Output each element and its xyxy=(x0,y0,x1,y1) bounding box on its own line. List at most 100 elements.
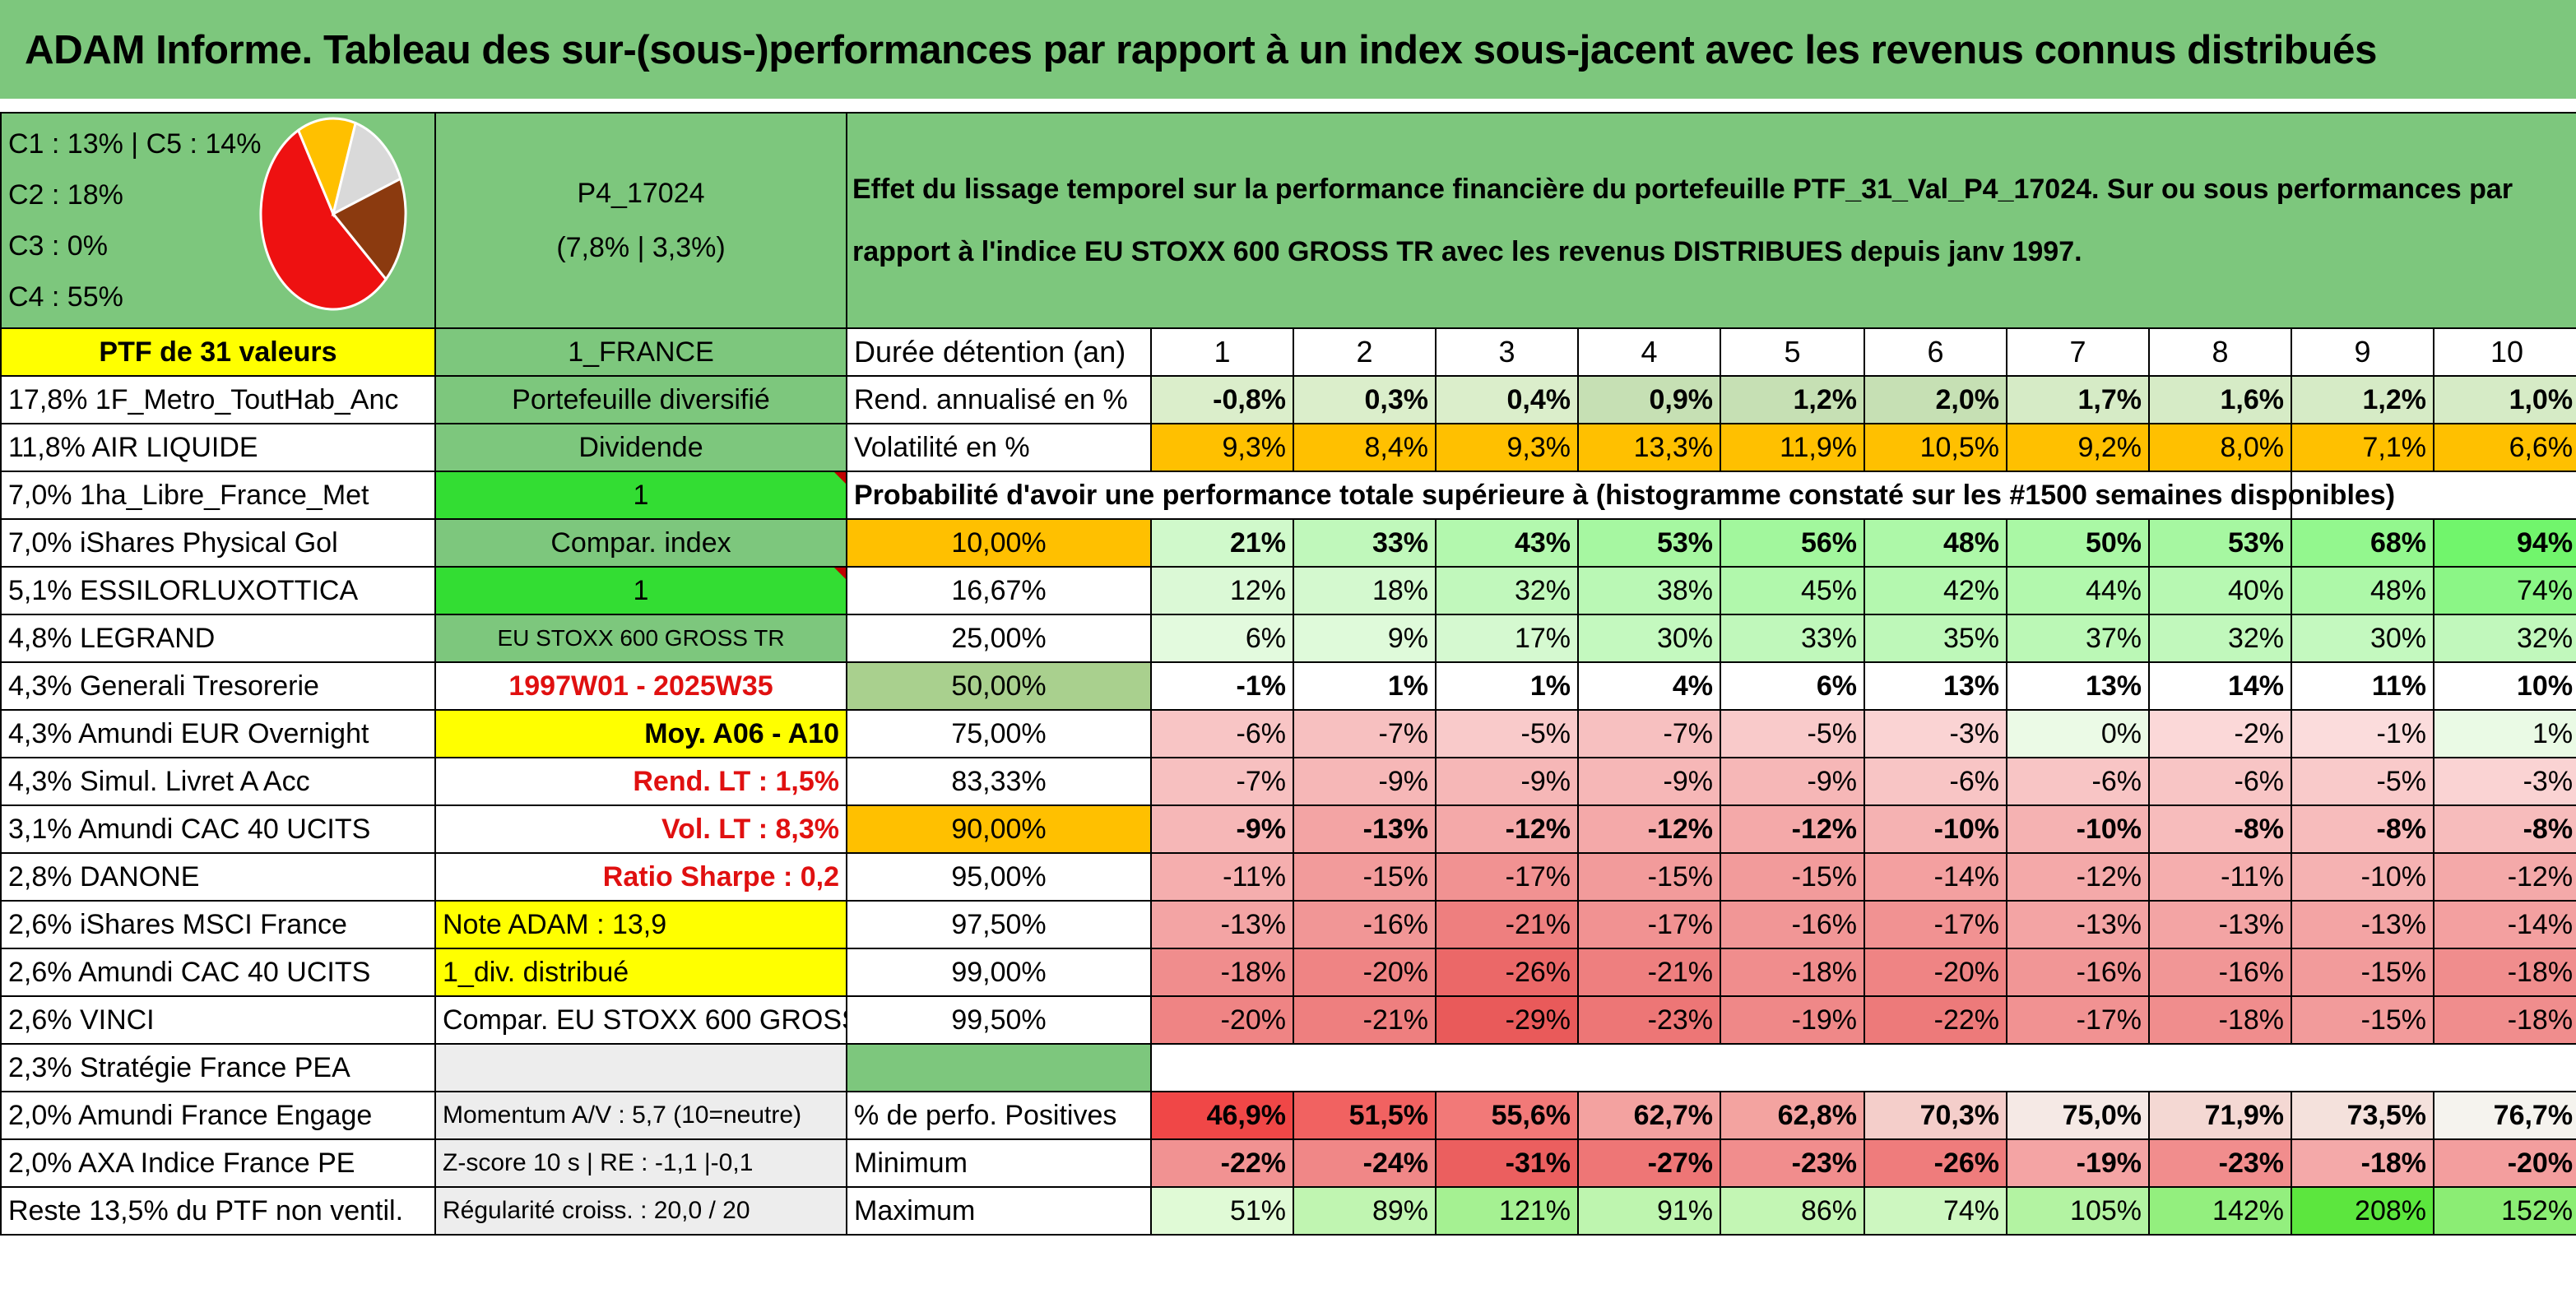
blank-cell xyxy=(2434,471,2576,520)
quantile-label: 50,00% xyxy=(846,661,1152,711)
minimum-value: -27% xyxy=(1577,1138,1721,1188)
long-term-vol: Vol. LT : 8,3% xyxy=(434,804,847,854)
quantile-label: 97,50% xyxy=(846,900,1152,949)
probability-value: -7% xyxy=(1577,709,1721,758)
dividend-label: Dividende xyxy=(434,423,847,472)
probability-value: -23% xyxy=(1577,995,1721,1045)
maximum-value: 74% xyxy=(1864,1186,2007,1236)
probability-value: 1% xyxy=(1435,661,1579,711)
positive-perf-value: 55,6% xyxy=(1435,1091,1579,1140)
pie-slice-c2 xyxy=(331,177,407,281)
probability-value: -21% xyxy=(1577,948,1721,997)
probability-value: -1% xyxy=(1150,661,1294,711)
volatility: 6,6% xyxy=(2432,423,2576,472)
probability-value: 53% xyxy=(2148,518,2292,568)
volatility: 10,5% xyxy=(1864,423,2007,472)
benchmark-name: EU STOXX 600 GROSS TR xyxy=(434,614,847,663)
holding-row: 5,1% ESSILORLUXOTTICA xyxy=(0,566,436,615)
probability-value: 30% xyxy=(1577,614,1721,663)
indicator-label: Momentum A/V : 5,7 (10=neutre) xyxy=(434,1091,847,1140)
maximum-label: Maximum xyxy=(846,1186,1152,1236)
pie-slice-c1 xyxy=(296,117,357,218)
holding-row: Reste 13,5% du PTF non ventil. xyxy=(0,1186,436,1236)
probability-value: 0% xyxy=(2006,709,2150,758)
probability-value: 1% xyxy=(1293,661,1437,711)
positive-perf-value: 75,0% xyxy=(2006,1091,2150,1140)
probability-value: 32% xyxy=(1435,566,1579,615)
probability-value: 33% xyxy=(1720,614,1865,663)
year-header: 2 xyxy=(1293,327,1437,377)
pie-legend-item: C2 : 18% xyxy=(8,179,123,211)
probability-value: -15% xyxy=(1577,852,1721,902)
probability-value: -13% xyxy=(1150,900,1294,949)
pie-legend-item: C4 : 55% xyxy=(8,281,123,313)
minimum-value: -18% xyxy=(2291,1138,2434,1188)
probability-value: -5% xyxy=(2291,757,2434,806)
portfolio-code: P4_17024 xyxy=(577,178,705,209)
annual-return: 1,2% xyxy=(2291,375,2434,424)
probability-value: -12% xyxy=(1435,804,1579,854)
year-header: 4 xyxy=(1577,327,1721,377)
flag-value: 1 xyxy=(434,471,847,520)
holding-row: 2,6% VINCI xyxy=(0,995,436,1045)
probability-value: 38% xyxy=(1577,566,1721,615)
holding-row: 7,0% iShares Physical Gol xyxy=(0,518,436,568)
holding-row: 2,0% Amundi France Engage xyxy=(0,1091,436,1140)
annual-return: 2,0% xyxy=(1864,375,2007,424)
probability-value: -9% xyxy=(1720,757,1865,806)
holding-row: 2,8% DANONE xyxy=(0,852,436,902)
portfolio-description: Effet du lissage temporel sur la perform… xyxy=(845,112,2576,329)
holding-row: 2,6% Amundi CAC 40 UCITS xyxy=(0,948,436,997)
maximum-value: 89% xyxy=(1293,1186,1437,1236)
probability-value: -8% xyxy=(2148,804,2292,854)
probability-value: 21% xyxy=(1150,518,1294,568)
holding-row: 17,8% 1F_Metro_ToutHab_Anc xyxy=(0,375,436,424)
probability-value: -12% xyxy=(1577,804,1721,854)
allocation-pie-chart xyxy=(259,117,407,311)
probability-value: -18% xyxy=(2432,995,2576,1045)
blank-cell xyxy=(434,1043,847,1092)
maximum-value: 91% xyxy=(1577,1186,1721,1236)
holding-row: 7,0% 1ha_Libre_France_Met xyxy=(0,471,436,520)
volatility: 8,0% xyxy=(2148,423,2292,472)
probability-value: -1% xyxy=(2291,709,2434,758)
quantile-label: 16,67% xyxy=(846,566,1152,615)
blank-cell xyxy=(2291,471,2434,520)
probability-value: -13% xyxy=(2148,900,2292,949)
probability-value: -9% xyxy=(1150,804,1294,854)
minimum-value: -31% xyxy=(1435,1138,1579,1188)
probability-label: Probabilité d'avoir une performance tota… xyxy=(846,471,2395,520)
probability-value: 4% xyxy=(1577,661,1721,711)
pie-legend: C1 : 13% | C5 : 14% C2 : 18% C3 : 0% C4 … xyxy=(8,118,428,322)
probability-value: 42% xyxy=(1864,566,2007,615)
probability-value: -15% xyxy=(2291,995,2434,1045)
holdings-header: PTF de 31 valeurs xyxy=(0,327,436,377)
probability-value: -5% xyxy=(1720,709,1865,758)
annual-return: -0,8% xyxy=(1150,375,1294,424)
annual-return: 0,9% xyxy=(1577,375,1721,424)
probability-value: -18% xyxy=(1720,948,1865,997)
probability-value: -10% xyxy=(2291,852,2434,902)
probability-value: 35% xyxy=(1864,614,2007,663)
year-header: 6 xyxy=(1864,327,2007,377)
maximum-value: 86% xyxy=(1720,1186,1865,1236)
probability-value: -7% xyxy=(1293,709,1437,758)
probability-value: -18% xyxy=(1150,948,1294,997)
quantile-label: 99,00% xyxy=(846,948,1152,997)
holding-row: 2,0% AXA Indice France PE xyxy=(0,1138,436,1188)
probability-value: 43% xyxy=(1435,518,1579,568)
quantile-label: 99,50% xyxy=(846,995,1152,1045)
probability-value: 68% xyxy=(2291,518,2434,568)
positive-perf-value: 51,5% xyxy=(1293,1091,1437,1140)
probability-value: 13% xyxy=(2006,661,2150,711)
probability-value: 45% xyxy=(1720,566,1865,615)
probability-value: -16% xyxy=(2006,948,2150,997)
probability-value: -26% xyxy=(1435,948,1579,997)
probability-value: 94% xyxy=(2432,518,2576,568)
probability-value: -16% xyxy=(2148,948,2292,997)
positive-perf-value: 62,8% xyxy=(1720,1091,1865,1140)
quantile-label: 25,00% xyxy=(846,614,1152,663)
quantile-label: 83,33% xyxy=(846,757,1152,806)
probability-value: 50% xyxy=(2006,518,2150,568)
